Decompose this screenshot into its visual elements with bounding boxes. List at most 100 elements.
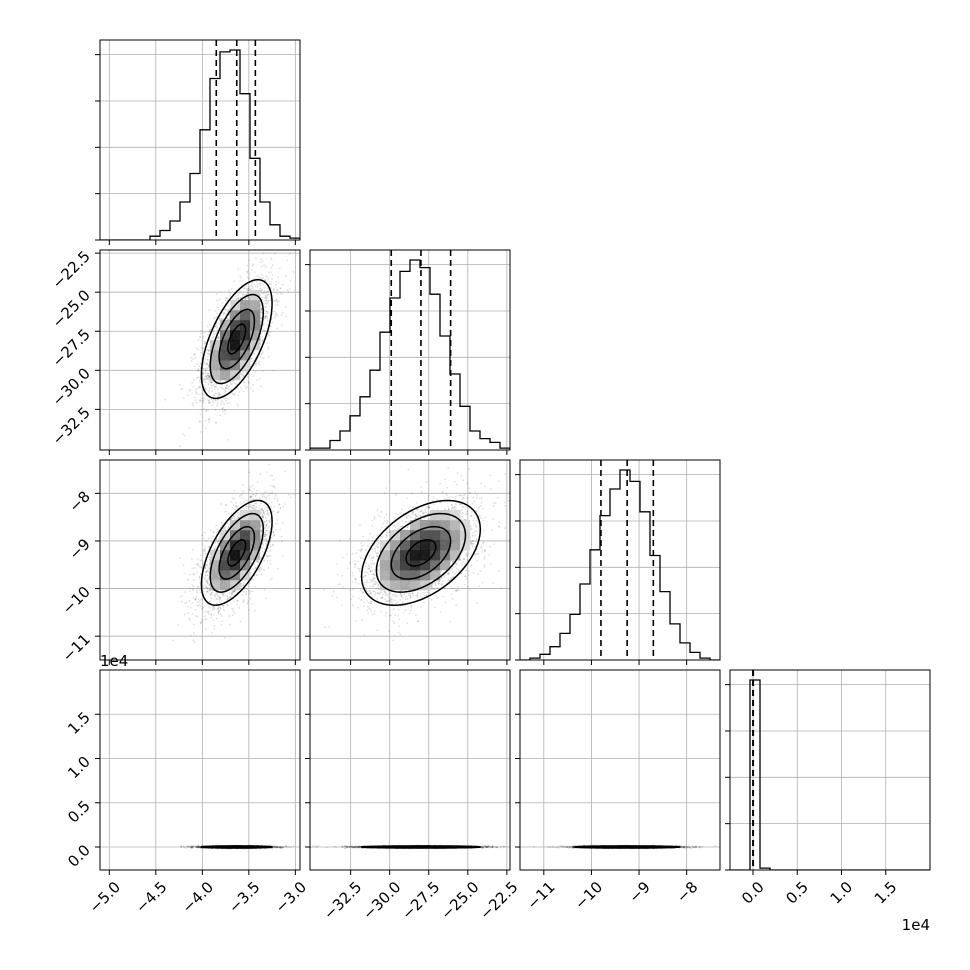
- sample-point: [270, 257, 272, 260]
- sample-point: [220, 403, 223, 406]
- sample-point: [265, 315, 268, 318]
- sample-point: [205, 628, 207, 631]
- sample-point: [203, 342, 206, 345]
- sample-point: [244, 297, 247, 300]
- density-cell: [240, 310, 251, 321]
- sample-point: [288, 252, 291, 255]
- sample-point: [199, 601, 201, 604]
- sample-point: [236, 387, 239, 389]
- sample-point: [179, 384, 181, 386]
- sample-point: [260, 318, 263, 320]
- sample-point: [243, 384, 246, 387]
- sample-point: [276, 293, 279, 296]
- sample-point: [201, 400, 203, 403]
- sample-point: [204, 578, 207, 581]
- sample-point: [252, 375, 255, 377]
- sample-point: [266, 324, 269, 327]
- sample-point: [198, 400, 201, 403]
- sample-point: [242, 490, 245, 493]
- sample-point: [208, 309, 210, 312]
- sample-point: [272, 544, 275, 547]
- sample-point: [206, 377, 209, 380]
- sample-point: [267, 290, 270, 293]
- x-tick-label: 0.0: [738, 878, 768, 908]
- sample-point: [260, 307, 263, 310]
- sample-point: [207, 334, 209, 336]
- sample-point: [266, 290, 269, 293]
- sample-point: [202, 562, 204, 565]
- sample-point: [203, 408, 206, 410]
- sample-point: [197, 369, 200, 372]
- sample-point: [272, 530, 275, 533]
- sample-point: [242, 584, 244, 587]
- sample-point: [208, 376, 211, 379]
- sample-point: [222, 406, 225, 409]
- sample-point: [207, 611, 210, 613]
- sample-point: [260, 290, 263, 292]
- sample-point: [232, 608, 235, 611]
- density-cell: [230, 330, 241, 341]
- sample-point: [282, 505, 284, 508]
- sample-point: [259, 356, 262, 359]
- sample-point: [261, 339, 264, 342]
- sample-point: [237, 298, 240, 301]
- sample-point: [208, 331, 210, 333]
- sample-point: [217, 540, 219, 543]
- sample-point: [245, 387, 247, 389]
- sample-point: [247, 287, 250, 290]
- sample-point: [227, 305, 230, 308]
- sample-point: [262, 551, 264, 553]
- sample-point: [194, 598, 196, 601]
- sample-point: [262, 351, 264, 354]
- sample-point: [249, 288, 252, 291]
- sample-point: [243, 287, 246, 290]
- sample-point: [216, 402, 219, 405]
- sample-point: [275, 299, 277, 302]
- sample-point: [240, 296, 242, 299]
- sample-point: [262, 520, 265, 523]
- sample-point: [205, 586, 208, 589]
- sample-point: [266, 555, 269, 558]
- sample-point: [246, 272, 249, 274]
- scatter-panel: [164, 252, 295, 448]
- sample-point: [241, 373, 243, 375]
- sample-point: [223, 408, 226, 411]
- sample-point: [262, 329, 265, 332]
- sample-point: [212, 613, 215, 616]
- sample-point: [264, 507, 266, 510]
- sample-point: [233, 382, 236, 385]
- sample-point: [259, 566, 261, 569]
- sample-point: [191, 392, 194, 395]
- sample-point: [205, 427, 207, 429]
- y-tick-label: −27.5: [49, 325, 94, 370]
- sample-point: [226, 397, 229, 400]
- sample-point: [218, 317, 221, 320]
- sample-point: [216, 398, 219, 401]
- sample-point: [208, 374, 211, 377]
- sample-point: [189, 587, 192, 590]
- sample-point: [274, 495, 277, 497]
- sample-point: [204, 419, 207, 422]
- sample-point: [206, 362, 209, 365]
- sample-point: [284, 274, 287, 277]
- sample-point: [268, 334, 271, 337]
- sample-point: [212, 395, 215, 397]
- sample-point: [192, 623, 195, 626]
- sample-point: [197, 563, 199, 565]
- sample-point: [277, 282, 280, 285]
- sample-point: [193, 641, 196, 643]
- sample-point: [251, 264, 254, 267]
- sample-point: [251, 285, 254, 288]
- sample-point: [249, 288, 252, 291]
- sample-point: [251, 504, 254, 507]
- sample-point: [266, 310, 269, 313]
- sample-point: [194, 614, 197, 617]
- sample-point: [242, 371, 245, 374]
- sample-point: [197, 563, 199, 566]
- sample-point: [199, 605, 202, 607]
- sample-point: [222, 318, 224, 320]
- sample-point: [244, 298, 247, 301]
- sample-point: [203, 361, 206, 364]
- sample-point: [224, 397, 227, 400]
- sample-point: [271, 485, 274, 488]
